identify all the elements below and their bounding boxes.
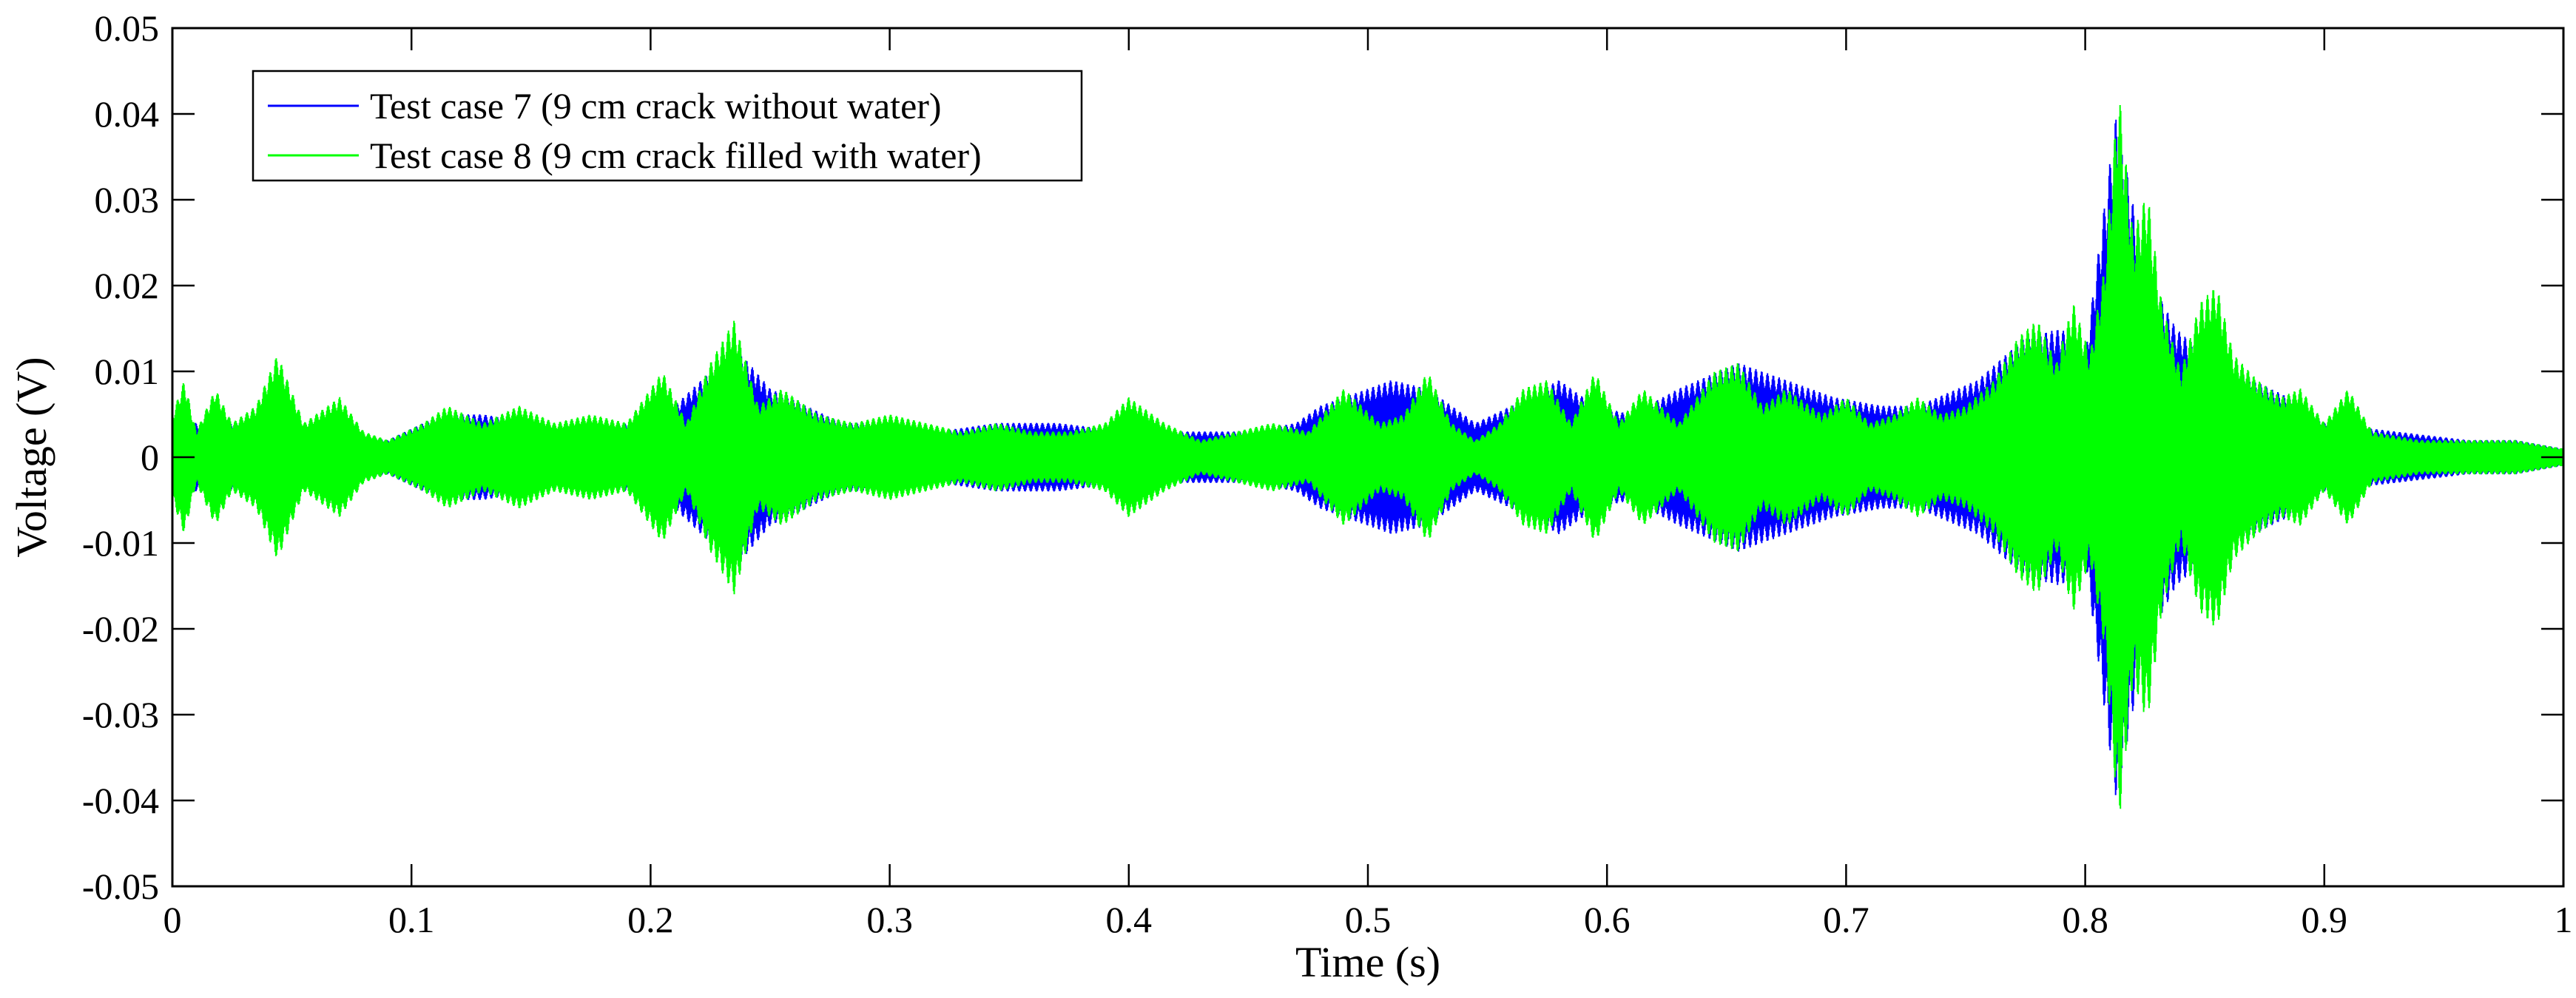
x-tick-label: 0.2 — [627, 899, 674, 940]
series-line-2 — [172, 104, 2564, 809]
x-tick-label: 0.1 — [388, 899, 435, 940]
y-tick-label: 0.03 — [95, 179, 160, 220]
x-tick-label: 0.9 — [2302, 899, 2348, 940]
legend-label-series-2: Test case 8 (9 cm crack filled with wate… — [370, 135, 982, 176]
y-tick-label: -0.02 — [82, 608, 159, 650]
x-axis-title: Time (s) — [1295, 938, 1440, 986]
ticks-layer — [171, 27, 2565, 888]
x-tick-label: 1 — [2555, 899, 2573, 940]
y-axis-title: Voltage (V) — [7, 357, 55, 557]
y-tick-label: -0.03 — [82, 694, 159, 735]
y-tick-label: 0.04 — [95, 93, 160, 135]
x-tick-label: 0.8 — [2062, 899, 2108, 940]
y-tick-label: 0.02 — [95, 265, 160, 306]
x-tick-label: 0 — [163, 899, 182, 940]
x-tick-label: 0.4 — [1106, 899, 1153, 940]
legend: Test case 7 (9 cm crack without water) T… — [252, 70, 1083, 182]
legend-box — [252, 70, 1083, 182]
y-tick-label: -0.05 — [82, 866, 159, 907]
x-tick-label: 0.7 — [1823, 899, 1869, 940]
y-tick-label: -0.04 — [82, 780, 159, 821]
x-tick-label: 0.3 — [866, 899, 913, 940]
y-tick-label: 0.05 — [95, 7, 160, 49]
y-tick-label: 0.01 — [95, 351, 160, 392]
series-layer — [172, 104, 2564, 809]
x-tick-label: 0.5 — [1345, 899, 1392, 940]
legend-label-series-1: Test case 7 (9 cm crack without water) — [370, 85, 942, 127]
y-tick-label: 0 — [141, 436, 159, 478]
tick-labels-layer: 0 0.1 0.2 0.3 0.4 0.5 0.6 0.7 0.8 0.9 1 -0.05 -0.04 -… — [82, 7, 2573, 940]
y-tick-label: -0.01 — [82, 522, 159, 564]
x-tick-label: 0.6 — [1584, 899, 1631, 940]
